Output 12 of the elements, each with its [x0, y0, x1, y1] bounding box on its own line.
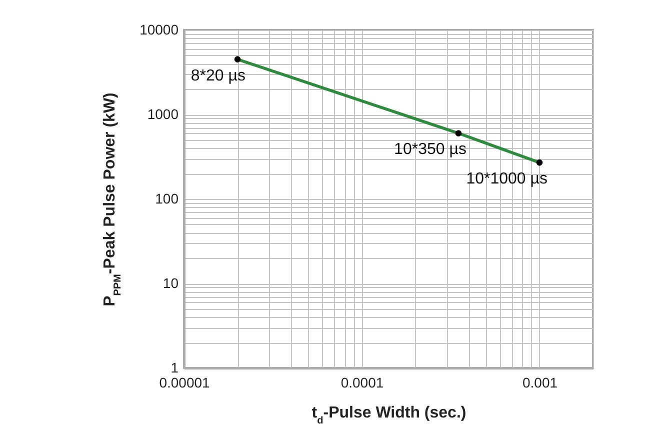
annotation: 10*350 µs	[394, 141, 466, 158]
x-tick-label: 0.0001	[340, 374, 384, 390]
annotation: 8*20 µs	[190, 67, 246, 84]
y-tick-label: 1	[170, 360, 179, 376]
x-tick-label: 0.00001	[159, 374, 210, 390]
y-tick-label: 10	[162, 275, 179, 291]
x-tick-label: 0.001	[522, 374, 558, 390]
x-axis-title: t$_{d}$-Pulse Width (sec.)	[312, 404, 466, 426]
y-tick-label: 1000	[147, 106, 179, 122]
y-tick-label: 10000	[140, 22, 179, 38]
annotation: 10*1000 µs	[466, 170, 548, 188]
y-tick-label: 100	[155, 190, 179, 206]
